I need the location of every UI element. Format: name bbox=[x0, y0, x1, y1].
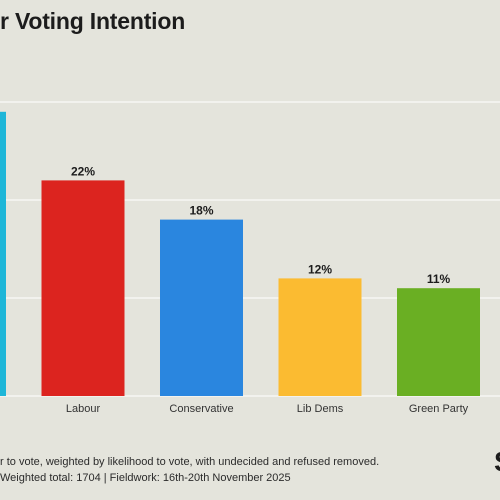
footnote-fieldwork: Weighted total: 1704 | Fieldwork: 16th-2… bbox=[0, 472, 291, 484]
bar-green-party bbox=[397, 288, 480, 396]
bar-lib-dems bbox=[278, 278, 362, 396]
category-label: Green Party bbox=[409, 403, 469, 415]
bar-value-label: 22% bbox=[71, 164, 95, 178]
bar-labour bbox=[41, 180, 125, 396]
bar-partial bbox=[0, 111, 6, 397]
footnote-method: r to vote, weighted by likelihood to vot… bbox=[0, 456, 380, 468]
bar-conservative bbox=[160, 219, 243, 396]
category-label: Lib Dems bbox=[297, 403, 344, 415]
chart-title: r Voting Intention bbox=[0, 8, 186, 34]
bar-value-label: 18% bbox=[189, 204, 213, 218]
bar-value-label: 12% bbox=[308, 262, 332, 276]
category-label: Labour bbox=[66, 403, 101, 415]
category-label: Conservative bbox=[169, 403, 233, 415]
bar-value-label: 11% bbox=[427, 272, 451, 286]
bar-chart: 22% 18% 12% 11% Labour Conservative Lib Dems G… bbox=[0, 101, 500, 415]
brand-logo: S bbox=[494, 448, 500, 476]
